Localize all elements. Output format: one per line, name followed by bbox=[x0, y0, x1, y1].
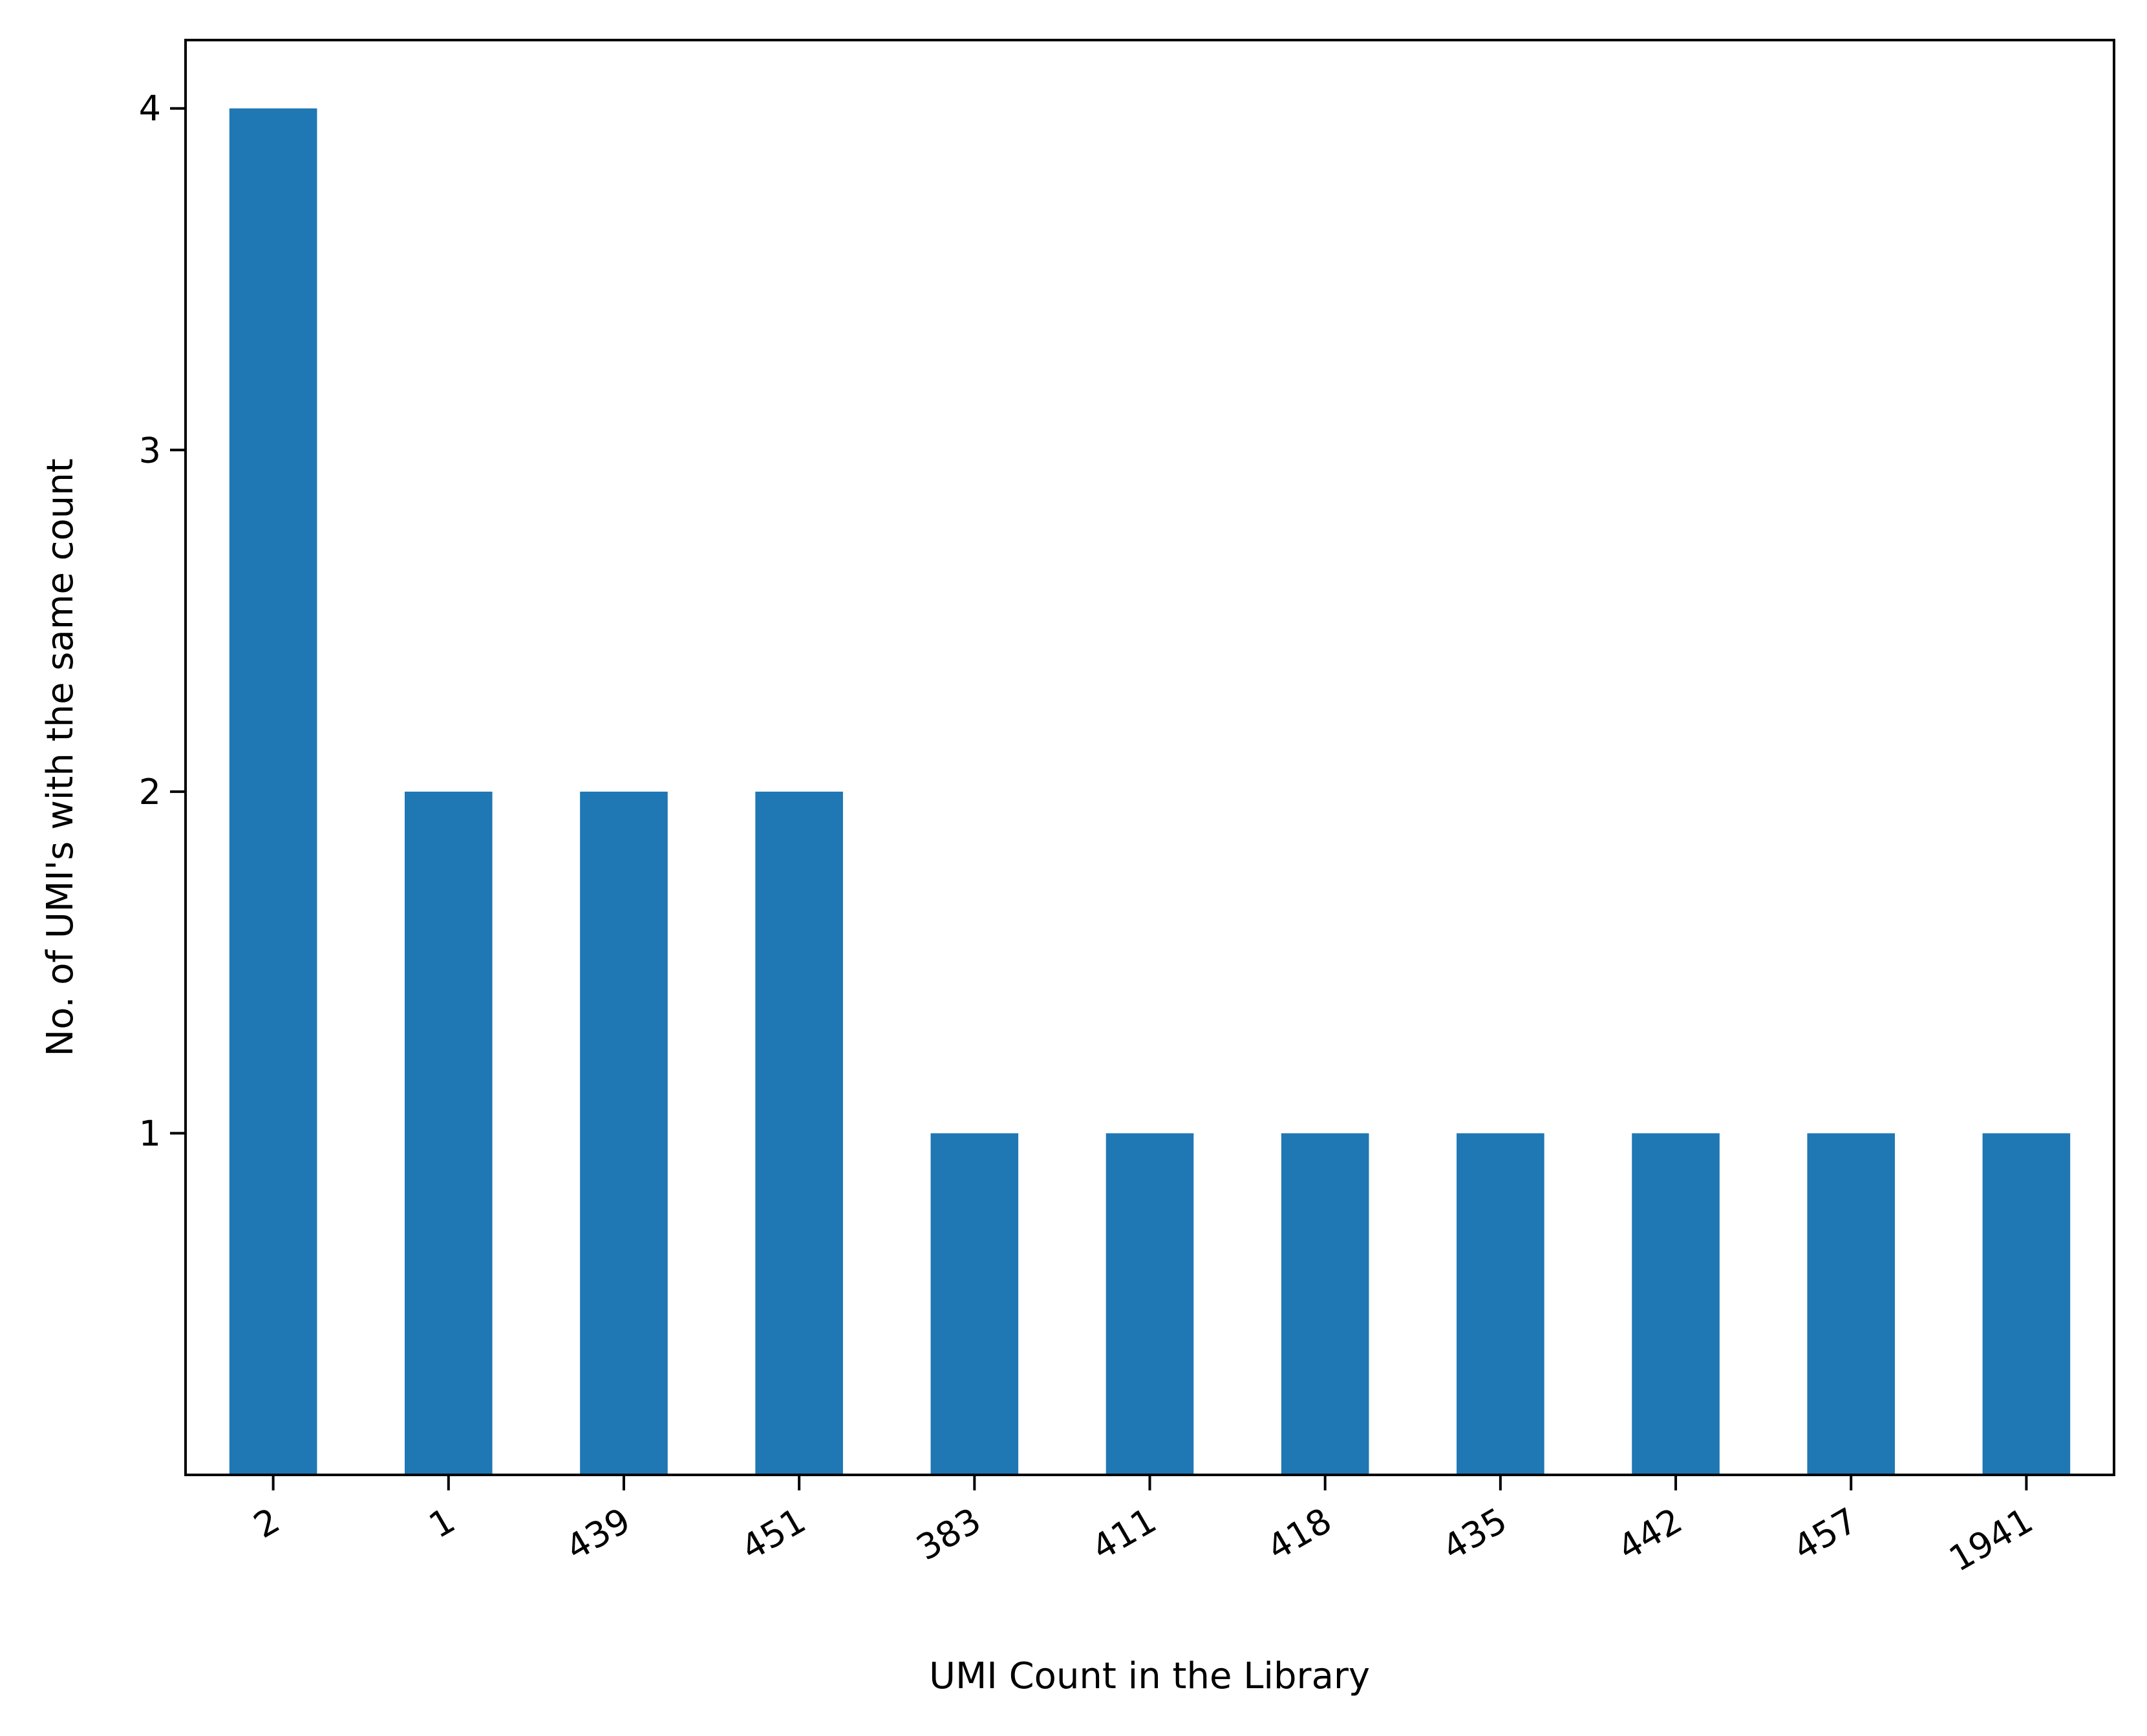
bar-439 bbox=[580, 791, 668, 1475]
y-tick-label: 1 bbox=[139, 1113, 161, 1154]
bars-group bbox=[229, 108, 2071, 1475]
plot-frame bbox=[184, 39, 2115, 1476]
y-tick-label: 3 bbox=[139, 430, 161, 471]
bar-442 bbox=[1632, 1133, 1720, 1475]
bar-451 bbox=[755, 791, 843, 1475]
bar-457 bbox=[1807, 1133, 1896, 1475]
y-tick-label: 4 bbox=[139, 89, 161, 129]
bar-435 bbox=[1457, 1133, 1544, 1475]
bar-418 bbox=[1281, 1133, 1369, 1475]
bar-383 bbox=[930, 1133, 1019, 1475]
bar-1 bbox=[404, 791, 493, 1475]
bar-1941 bbox=[1982, 1133, 2071, 1475]
y-tick-label: 2 bbox=[139, 772, 161, 812]
x-axis-label: UMI Count in the Library bbox=[929, 1655, 1370, 1697]
y-axis-ticks: 1 2 3 4 bbox=[139, 89, 186, 1154]
y-axis-label: No. of UMI's with the same count bbox=[39, 458, 81, 1056]
bar-411 bbox=[1106, 1133, 1194, 1475]
bar-2 bbox=[229, 108, 317, 1475]
